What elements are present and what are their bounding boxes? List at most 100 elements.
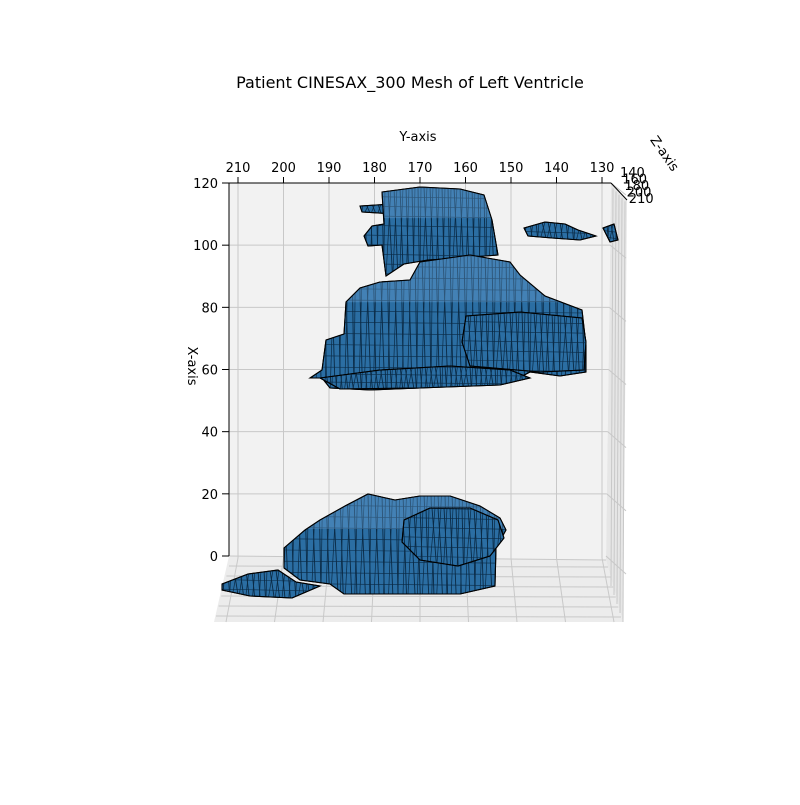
y-tick-label: 180 xyxy=(362,161,387,176)
mesh-edge xyxy=(377,204,382,214)
mesh-edge xyxy=(437,508,443,566)
mesh-edge xyxy=(402,526,504,530)
mesh-edge xyxy=(524,231,596,234)
mesh-edge xyxy=(310,310,586,314)
mesh-edge xyxy=(263,570,266,598)
mesh-edge xyxy=(461,508,464,566)
mesh-edge xyxy=(464,366,470,389)
mesh-edge xyxy=(420,366,423,389)
mesh-edge xyxy=(222,588,320,592)
mesh-edge xyxy=(414,366,417,389)
grid-line-z-side xyxy=(610,188,614,587)
grid-line-y-floor xyxy=(556,557,566,623)
x-tick-label: 20 xyxy=(201,488,218,503)
mesh-edge xyxy=(402,536,504,540)
grid-line-z-floor xyxy=(215,615,622,618)
mesh-edge xyxy=(462,359,586,363)
mesh-edge xyxy=(399,187,404,276)
x-tick-label: 0 xyxy=(210,550,218,565)
mesh-edge xyxy=(284,572,506,575)
mesh-edge xyxy=(274,570,280,598)
mesh-edge xyxy=(360,494,366,594)
mesh-edge xyxy=(475,366,478,389)
mesh-edge xyxy=(269,570,275,598)
x-tick-label: 100 xyxy=(193,239,218,254)
grid-line-z-side xyxy=(619,198,623,614)
mesh-edge xyxy=(463,508,466,566)
upper-right-sliver-outline xyxy=(602,223,619,243)
grid-line-z-side xyxy=(613,191,617,596)
mesh-edge xyxy=(474,366,478,389)
mesh-edge xyxy=(431,508,437,566)
mesh-edge xyxy=(252,570,256,598)
mesh-edge xyxy=(553,222,558,240)
mesh-edge xyxy=(434,366,440,389)
mesh-edge xyxy=(388,494,393,594)
mesh-edge xyxy=(428,366,433,389)
mesh-edge xyxy=(407,366,413,389)
y-tick-label: 130 xyxy=(590,161,615,176)
grid-line-y-floor xyxy=(510,557,518,623)
mesh-edge xyxy=(395,494,399,594)
mesh-edge xyxy=(416,366,418,389)
mesh-edge xyxy=(516,312,520,372)
mesh-edge xyxy=(353,494,358,594)
mesh-edge xyxy=(364,196,498,199)
grid-line-z-side xyxy=(616,194,620,605)
x-tick-label: 60 xyxy=(201,364,218,379)
mesh-edge xyxy=(373,494,379,594)
mesh-edge xyxy=(412,187,416,276)
mesh-edge xyxy=(462,366,468,389)
mesh-edge xyxy=(275,570,281,598)
grid-line-x-side xyxy=(605,555,627,575)
mesh-edge xyxy=(404,366,409,389)
mesh-edge xyxy=(346,494,353,594)
z-tick-label: 160 xyxy=(622,173,647,188)
mesh-edge xyxy=(409,366,415,389)
y-axis-label: Y-axis xyxy=(398,130,436,145)
z-tick-label: 180 xyxy=(624,179,649,194)
mesh-edge xyxy=(467,508,473,566)
x-axis-label: X-axis xyxy=(184,347,199,386)
mesh-edge xyxy=(609,224,614,242)
mesh-edge xyxy=(385,187,392,276)
z-axis-line xyxy=(610,182,628,201)
chart-title: Patient CINESAX_300 Mesh of Left Ventric… xyxy=(236,73,584,93)
y-tick-label: 190 xyxy=(317,161,342,176)
mesh-edge xyxy=(454,366,458,389)
upper-right-block-outline xyxy=(461,311,587,373)
mesh-edge xyxy=(395,366,398,389)
y-tick-label: 150 xyxy=(499,161,524,176)
mesh-edge xyxy=(354,494,358,594)
mesh-edge xyxy=(368,494,372,594)
y-tick-label: 200 xyxy=(271,161,296,176)
mesh-edge xyxy=(429,366,434,389)
y-tick-label: 170 xyxy=(408,161,433,176)
mesh-edge xyxy=(472,508,478,566)
mesh-edge xyxy=(258,570,262,598)
mesh-edge xyxy=(462,330,586,334)
grid-line-x-side xyxy=(606,493,627,512)
mesh-edge xyxy=(387,187,393,276)
lower-ring-outline xyxy=(401,507,505,567)
mesh-edge xyxy=(610,224,615,242)
x-tick-label: 120 xyxy=(193,177,218,192)
mesh-edge xyxy=(374,494,380,594)
mesh-edge xyxy=(450,508,454,566)
z-tick-label: 210 xyxy=(629,192,654,207)
mesh-edge xyxy=(458,366,463,389)
y-tick-label: 210 xyxy=(226,161,251,176)
mesh-edge xyxy=(265,570,268,598)
upper-top-block-outline xyxy=(363,186,499,277)
mesh-edge xyxy=(546,222,552,240)
x-axis-ticks: 0 20 40 60 80 100 120 xyxy=(193,177,229,565)
lower-left-plate-outline xyxy=(221,569,322,599)
mesh-edge xyxy=(393,187,399,276)
mesh-edge xyxy=(364,225,498,228)
mesh-edge xyxy=(419,366,423,389)
mesh-edge xyxy=(268,570,274,598)
mesh-edge xyxy=(466,508,472,566)
mesh-edge xyxy=(402,546,504,549)
grid-line-x-side xyxy=(607,431,627,449)
